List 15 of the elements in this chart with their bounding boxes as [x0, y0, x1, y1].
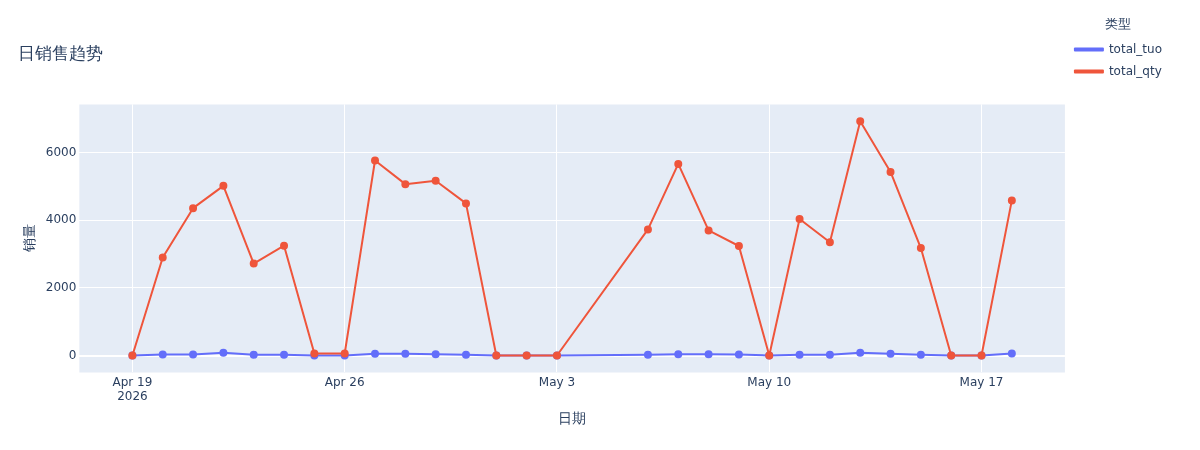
legend-label: total_qty: [1108, 63, 1162, 78]
legend-title: 类型: [1105, 15, 1132, 31]
y-axis-title: 销量: [21, 224, 38, 254]
y-tick-label: 0: [68, 347, 77, 362]
y-tick-label: 4000: [45, 212, 77, 227]
x-tick-label: May 3: [538, 374, 576, 389]
y-tick-label: 2000: [45, 280, 77, 295]
chart-title: 日销售趋势: [18, 42, 103, 63]
y-tick-label: 6000: [45, 144, 77, 159]
legend-label: total_tuo: [1108, 41, 1162, 56]
x-tick-label: Apr 26: [324, 374, 365, 389]
x-axis-title: 日期: [558, 410, 587, 427]
x-tick-label: May 17: [959, 374, 1004, 389]
x-tick-label: May 10: [747, 374, 792, 389]
x-tick-label: Apr 19 2026: [112, 374, 153, 404]
